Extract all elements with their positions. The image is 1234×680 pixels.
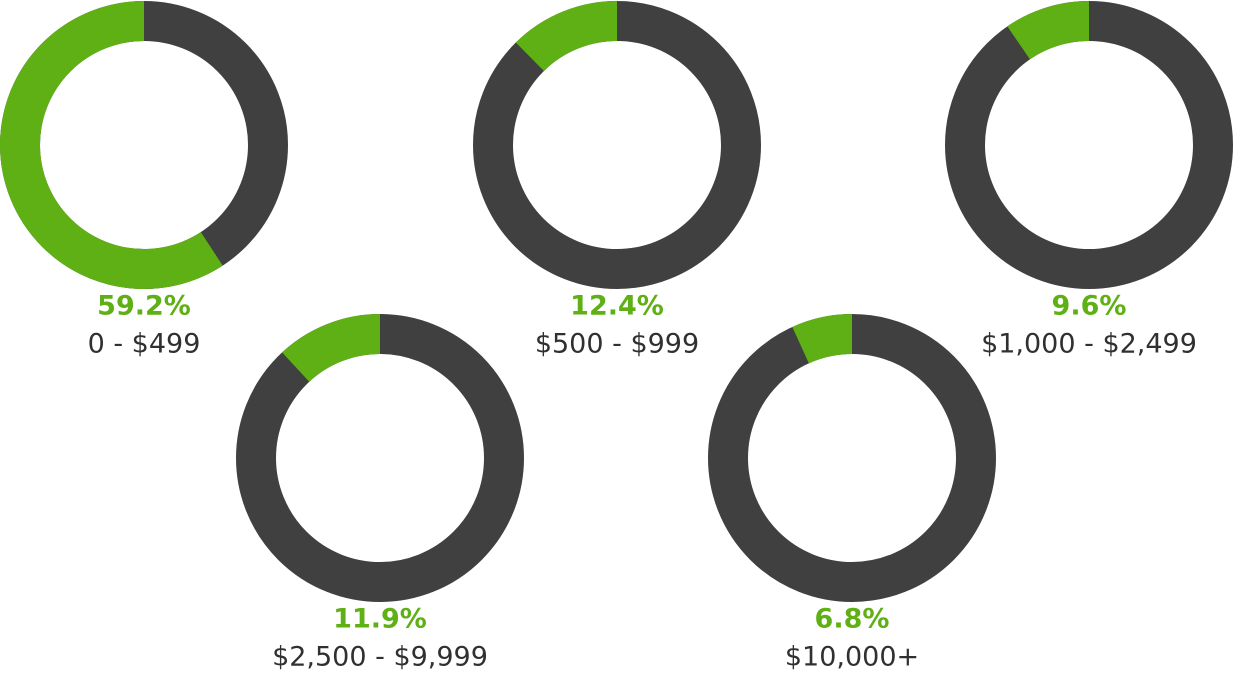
donut-segment [282, 314, 381, 383]
donut-track [708, 314, 996, 602]
category-label: $2,500 - $9,999 [272, 642, 488, 673]
donut-segment [1007, 1, 1090, 60]
donut-segment [515, 1, 618, 72]
value-label: 6.8% [815, 604, 890, 635]
category-label: $500 - $999 [535, 329, 699, 360]
donut-track [236, 314, 524, 602]
value-label: 59.2% [97, 291, 191, 322]
donut-track [473, 1, 761, 289]
value-label: 12.4% [570, 291, 664, 322]
category-label: 0 - $499 [88, 329, 201, 360]
donut-track [945, 1, 1233, 289]
value-label: 11.9% [333, 604, 427, 635]
donut-segment [792, 314, 853, 364]
value-label: 9.6% [1052, 291, 1127, 322]
donut-segment [0, 1, 223, 289]
category-label: $1,000 - $2,499 [981, 329, 1197, 360]
category-label: $10,000+ [785, 642, 919, 673]
